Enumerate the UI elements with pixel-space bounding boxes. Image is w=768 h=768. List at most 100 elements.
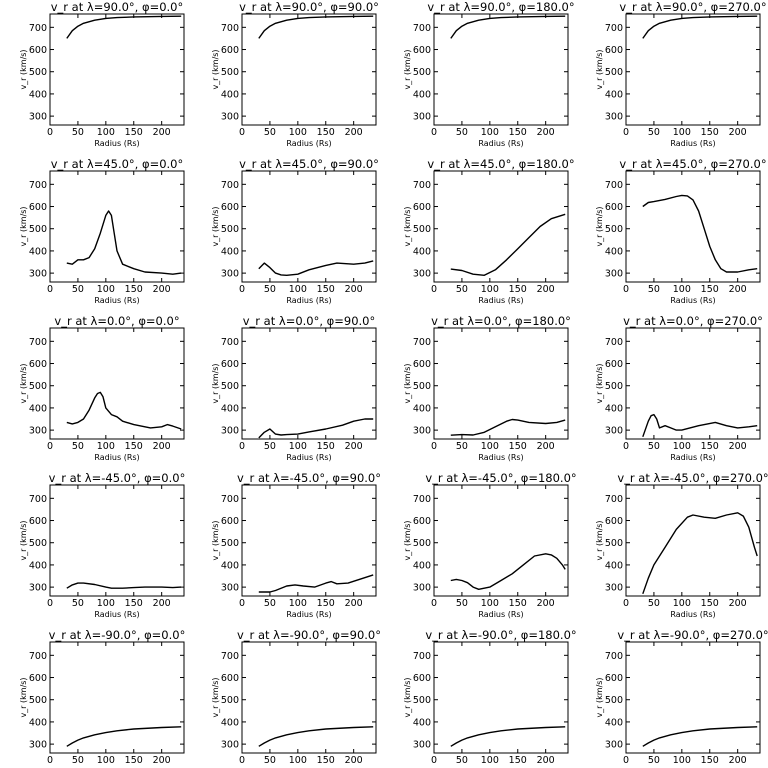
x-tick-label: 50 [648,755,660,766]
series-line [642,194,758,273]
y-tick-label: 700 [29,337,47,348]
x-tick-label: 100 [289,284,307,295]
panel-title: v_r at λ=45.0°, φ=90.0° [239,157,379,171]
y-tick-label: 500 [221,67,239,78]
y-axis-label: v_r (km/s) [595,677,604,717]
y-tick-label: 700 [29,651,47,662]
y-tick-label: 600 [221,673,239,684]
panel-9: v_r at λ=0.0°, φ=0.0° 0 50 100 150 200 300 400 5… [19,314,185,462]
y-tick-label: 700 [221,23,239,34]
series-line [66,15,182,39]
x-tick-label: 200 [729,598,747,609]
x-tick-label: 100 [97,598,115,609]
x-tick-label: 150 [317,755,335,766]
y-axis-label: v_r (km/s) [595,363,604,403]
series-line [450,418,566,436]
x-tick-label: 200 [153,441,171,452]
x-tick-label: 50 [72,284,84,295]
panel-title: v_r at λ=-90.0°, φ=90.0° [237,628,381,642]
y-tick-label: 600 [221,202,239,213]
y-tick-label: 600 [413,359,431,370]
x-tick-label: 50 [648,441,660,452]
plot-frame [625,13,761,126]
x-tick-label: 50 [648,284,660,295]
x-tick-label: 200 [729,127,747,138]
y-tick-label: 300 [413,740,431,751]
x-tick-label: 100 [481,441,499,452]
plot-frame [433,170,569,283]
series-line [642,15,758,39]
y-tick-label: 500 [413,67,431,78]
y-tick-label: 500 [29,381,47,392]
x-tick-label: 0 [623,598,629,609]
panel-2: v_r at λ=90.0°, φ=90.0° 0 50 100 150 200 300 40… [211,0,379,148]
x-tick-label: 150 [509,127,527,138]
x-axis-label: Radius (Rs) [94,296,139,305]
x-tick-label: 200 [537,127,555,138]
panel-7: v_r at λ=45.0°, φ=180.0° 0 50 100 150 200 300 4… [403,157,575,305]
y-tick-label: 600 [605,202,623,213]
x-tick-label: 0 [623,284,629,295]
x-tick-label: 50 [264,284,276,295]
y-tick-label: 700 [413,337,431,348]
x-axis-label: Radius (Rs) [670,296,715,305]
y-tick-label: 400 [29,246,47,257]
x-axis-label: Radius (Rs) [286,610,331,619]
panel-20: v_r at λ=-90.0°, φ=270.0° 0 50 100 150 200 300… [595,628,768,768]
x-tick-label: 0 [239,127,245,138]
y-tick-label: 400 [413,717,431,728]
y-tick-label: 600 [29,516,47,527]
y-axis-label: v_r (km/s) [211,363,220,403]
panel-1: v_r at λ=90.0°, φ=0.0° 0 50 100 150 200 300 400… [19,0,185,148]
y-tick-label: 500 [29,538,47,549]
y-tick-label: 300 [29,583,47,594]
x-tick-label: 100 [481,755,499,766]
y-tick-label: 600 [221,516,239,527]
y-tick-label: 400 [413,246,431,257]
x-tick-label: 50 [456,755,468,766]
y-tick-label: 300 [221,583,239,594]
y-tick-label: 500 [413,224,431,235]
x-tick-label: 0 [239,755,245,766]
y-tick-label: 500 [29,67,47,78]
x-tick-label: 0 [431,755,437,766]
x-tick-label: 50 [72,127,84,138]
y-tick-label: 500 [605,67,623,78]
x-tick-label: 150 [701,441,719,452]
panel-15: v_r at λ=-45.0°, φ=180.0° 0 50 100 150 200 300… [403,471,577,619]
plot-frame [241,327,377,440]
x-tick-label: 200 [345,598,363,609]
y-tick-label: 700 [413,651,431,662]
x-axis-label: Radius (Rs) [286,453,331,462]
y-tick-label: 400 [413,560,431,571]
y-tick-label: 500 [605,695,623,706]
plot-frame [241,13,377,126]
panel-12: v_r at λ=0.0°, φ=270.0° 0 50 100 150 200 300 40… [595,314,763,462]
y-tick-label: 500 [413,538,431,549]
y-tick-label: 400 [605,246,623,257]
x-axis-label: Radius (Rs) [478,296,523,305]
x-tick-label: 0 [431,127,437,138]
x-tick-label: 0 [47,127,53,138]
panel-title: v_r at λ=-45.0°, φ=0.0° [49,471,186,485]
y-tick-label: 700 [413,180,431,191]
x-tick-label: 100 [481,127,499,138]
x-tick-label: 200 [537,755,555,766]
x-tick-label: 150 [509,441,527,452]
x-tick-label: 200 [345,441,363,452]
x-tick-label: 150 [317,284,335,295]
y-tick-label: 500 [413,695,431,706]
x-tick-label: 100 [97,127,115,138]
y-tick-label: 500 [221,695,239,706]
x-tick-label: 200 [537,598,555,609]
plot-frame [625,170,761,283]
x-tick-label: 200 [345,127,363,138]
x-tick-label: 0 [623,441,629,452]
y-tick-label: 700 [605,180,623,191]
x-tick-label: 150 [509,755,527,766]
x-tick-label: 50 [72,755,84,766]
panel-14: v_r at λ=-45.0°, φ=90.0° 0 50 100 150 200 300 4… [211,471,381,619]
x-tick-label: 0 [47,441,53,452]
plot-frame [49,13,185,126]
x-tick-label: 50 [648,127,660,138]
